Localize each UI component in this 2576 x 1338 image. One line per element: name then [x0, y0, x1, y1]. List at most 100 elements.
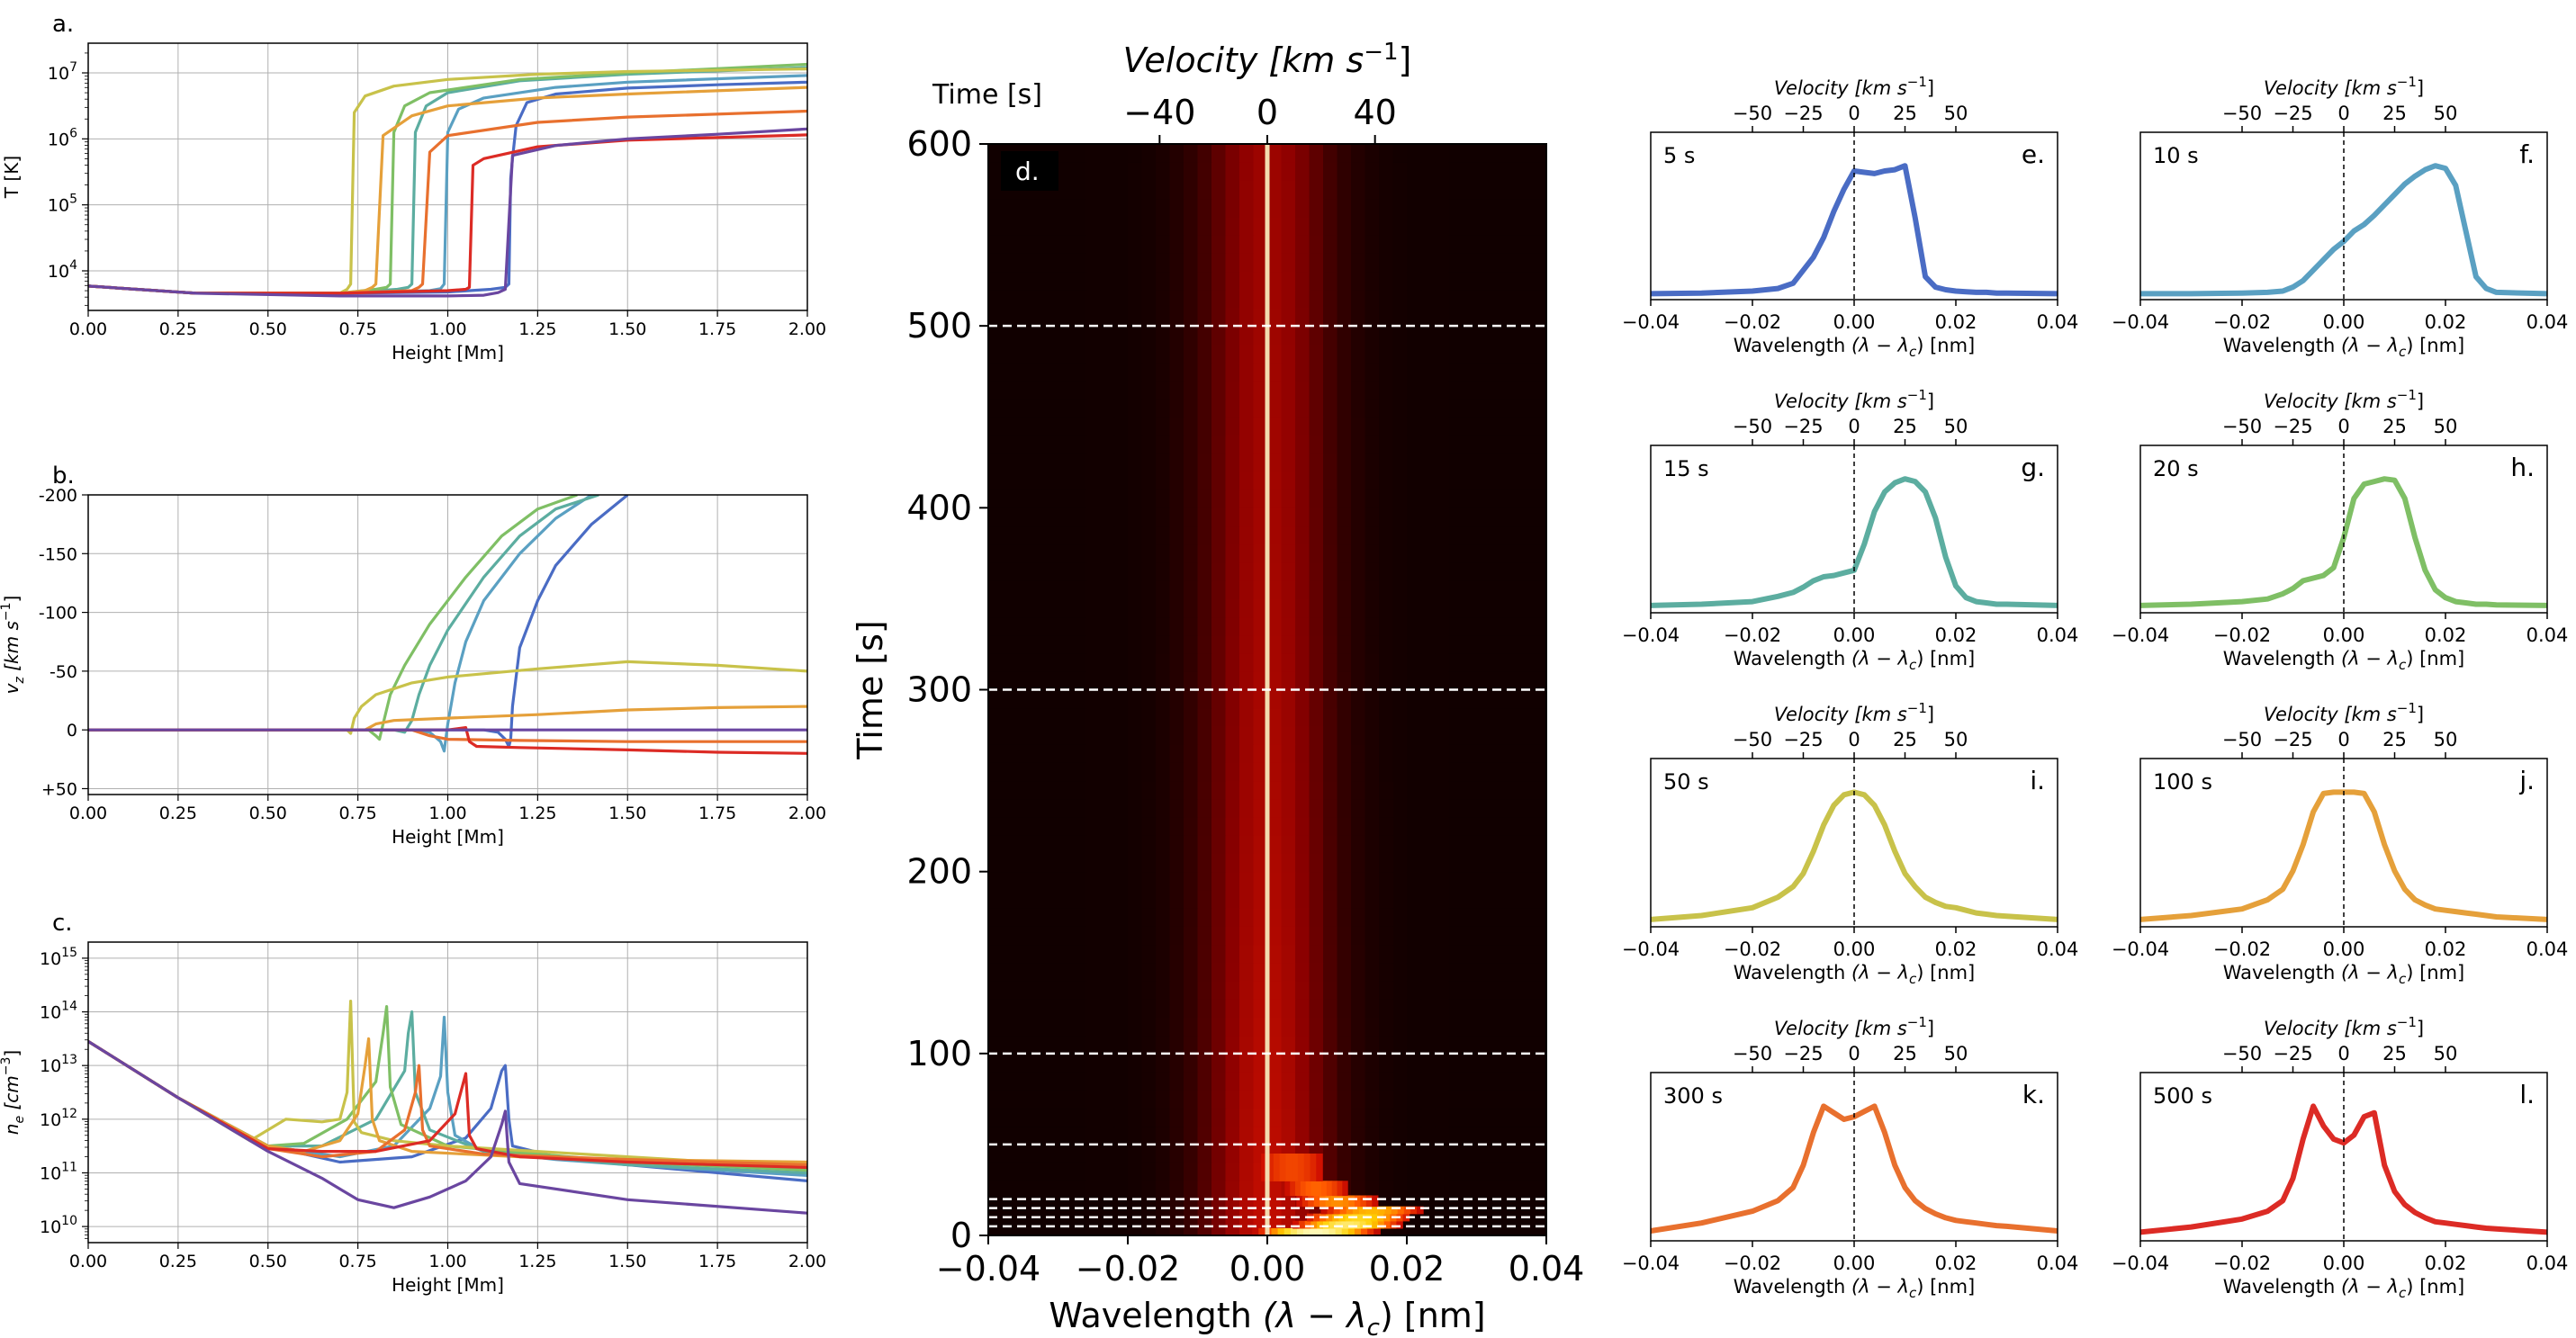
heatmap-cell	[1491, 435, 1506, 454]
heatmap-cell	[1476, 780, 1491, 800]
heatmap-cell	[1197, 707, 1212, 727]
heatmap-cell	[1448, 981, 1464, 1000]
heatmap-cell	[1435, 453, 1450, 472]
heatmap-cell	[1044, 653, 1059, 672]
heatmap-cell	[1058, 289, 1073, 309]
heatmap-cell	[1100, 1108, 1115, 1127]
heatmap-cell	[1420, 908, 1436, 927]
heatmap-cell	[1211, 144, 1227, 163]
heatmap-cell	[1435, 1144, 1450, 1163]
heatmap-cell	[1295, 507, 1311, 527]
heatmap-cell	[1518, 798, 1534, 818]
heatmap-cell	[1100, 889, 1115, 909]
heatmap-cell	[988, 580, 1004, 599]
heatmap-burst-cell	[1372, 1195, 1379, 1208]
profile-line	[1650, 789, 2058, 922]
heatmap-cell	[1211, 944, 1227, 964]
heatmap-cell	[1044, 362, 1059, 382]
heatmap-cell	[1491, 417, 1506, 436]
heatmap-cell	[1281, 543, 1296, 563]
heatmap-cell	[1156, 1108, 1171, 1127]
heatmap-cell	[1085, 180, 1101, 200]
heatmap-cell	[1184, 634, 1199, 654]
heatmap-cell	[1030, 1108, 1045, 1127]
heatmap-cell	[1463, 817, 1478, 836]
heatmap-cell	[1407, 1053, 1422, 1073]
heatmap-cell	[1169, 744, 1184, 763]
top-tick-label: 25	[1893, 103, 1917, 124]
heatmap-cell	[1337, 417, 1352, 436]
heatmap-cell	[1281, 180, 1296, 200]
heatmap-cell	[1211, 1144, 1227, 1163]
top-tick-label: −25	[1783, 416, 1823, 437]
heatmap-cell	[1156, 235, 1171, 254]
heatmap-burst-cell	[1258, 1227, 1265, 1236]
heatmap-cell	[1085, 525, 1101, 545]
heatmap-burst-cell	[1365, 1195, 1373, 1208]
heatmap-burst-cell	[1316, 1227, 1323, 1236]
heatmap-cell	[1518, 926, 1534, 946]
heatmap-cell	[1072, 744, 1087, 763]
heatmap-cell	[1016, 1163, 1031, 1181]
profile-panel-h: −0.04 −0.02 0.00 0.02 0.04−50 −25 0 25 50Wavelen…	[2112, 387, 2569, 673]
heatmap-cell	[1504, 798, 1519, 818]
heatmap-burst-cell	[1320, 1206, 1329, 1215]
heatmap-cell	[1156, 489, 1171, 508]
heatmap-cell	[1128, 253, 1143, 273]
heatmap-cell	[1267, 780, 1283, 800]
heatmap-cell	[1309, 235, 1324, 254]
heatmap-cell	[1113, 417, 1129, 436]
heatmap-cell	[1211, 1108, 1227, 1127]
heatmap-cell	[1504, 216, 1519, 236]
heatmap-cell	[1407, 1017, 1422, 1037]
heatmap-cell	[1309, 671, 1324, 691]
heatmap-cell	[1113, 507, 1129, 527]
heatmap-cell	[988, 1163, 1004, 1181]
heatmap-cell	[1504, 689, 1519, 709]
heatmap-cell	[1072, 235, 1087, 254]
heatmap-cell	[1184, 1108, 1199, 1127]
heatmap-cell	[1030, 999, 1045, 1018]
heatmap-cell	[1491, 944, 1506, 964]
heatmap-cell	[1211, 707, 1227, 727]
heatmap-cell	[1365, 344, 1380, 364]
heatmap-cell	[1100, 453, 1115, 472]
heatmap-cell	[1379, 944, 1394, 964]
heatmap-cell	[1002, 817, 1017, 836]
heatmap-cell	[1309, 144, 1324, 163]
x-tick-label: −0.04	[2112, 624, 2169, 646]
heatmap-cell	[1323, 981, 1338, 1000]
heatmap-cell	[1267, 762, 1283, 782]
heatmap-cell	[1044, 453, 1059, 472]
heatmap-cell	[1128, 471, 1143, 490]
heatmap-cell	[1197, 908, 1212, 927]
heatmap-cell	[1365, 198, 1380, 218]
heatmap-cell	[1113, 889, 1129, 909]
heatmap-cell	[1156, 817, 1171, 836]
heatmap-cell	[1253, 889, 1268, 909]
heatmap-cell	[1002, 1017, 1017, 1037]
heatmap-cell	[1072, 707, 1087, 727]
heatmap-cell	[1184, 326, 1199, 345]
heatmap-cell	[1518, 707, 1534, 727]
heatmap-cell	[1420, 762, 1436, 782]
heatmap-cell	[1267, 707, 1283, 727]
heatmap-cell	[1518, 944, 1534, 964]
heatmap-cell	[1295, 853, 1311, 873]
heatmap-cell	[1351, 1090, 1366, 1109]
heatmap-cell	[1379, 525, 1394, 545]
axes-frame	[87, 494, 808, 795]
heatmap-cell	[1379, 253, 1394, 273]
heatmap-cell	[1058, 1053, 1073, 1073]
heatmap-cell	[1435, 634, 1450, 654]
heatmap-cell	[1239, 344, 1255, 364]
heatmap-cell	[1141, 780, 1157, 800]
x-tick-label: −0.02	[1076, 1249, 1180, 1289]
heatmap-cell	[1295, 744, 1311, 763]
heatmap-cell	[1128, 762, 1143, 782]
heatmap-cell	[1253, 362, 1268, 382]
heatmap-cell	[1448, 798, 1464, 818]
heatmap-burst-cell	[1365, 1220, 1373, 1229]
heatmap-cell	[1072, 326, 1087, 345]
heatmap-cell	[1030, 926, 1045, 946]
